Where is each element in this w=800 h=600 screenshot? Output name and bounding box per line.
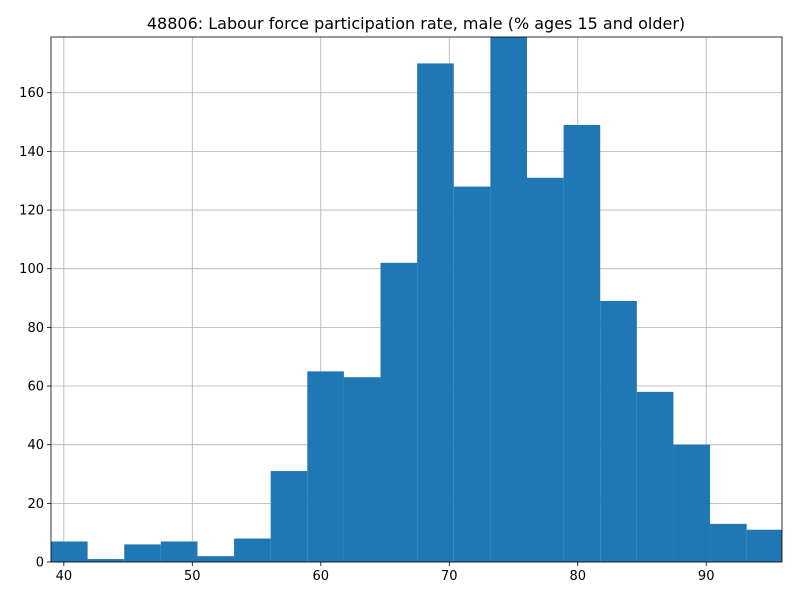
histogram-bar: [453, 186, 491, 563]
histogram-bar: [746, 529, 782, 562]
histogram-bar: [490, 37, 527, 562]
axes: [50, 36, 783, 563]
histogram-bar: [234, 538, 271, 562]
histogram-bar: [417, 63, 454, 563]
y-tick-label: 80: [27, 321, 44, 336]
y-tick-label: 60: [27, 380, 44, 395]
y-tick-label: 120: [19, 204, 44, 219]
histogram-bar: [124, 544, 161, 562]
y-tick-label: 0: [36, 556, 44, 571]
histogram-bar: [526, 177, 564, 563]
histogram-bar: [380, 262, 418, 562]
y-axis-ticks: 0 20 40 60 80 100 120 140 160: [19, 86, 51, 571]
y-tick-label: 160: [19, 86, 44, 101]
y-tick-label: 40: [27, 438, 44, 453]
histogram-bar: [160, 541, 198, 562]
plot-frame: [50, 36, 783, 563]
x-tick-label: 60: [313, 569, 330, 584]
chart-title: 48806: Labour force participation rate, …: [147, 14, 685, 33]
x-tick-label: 50: [184, 569, 201, 584]
histogram-bar: [673, 444, 711, 562]
x-tick-label: 80: [569, 569, 586, 584]
histogram-bar: [197, 556, 235, 562]
x-axis-ticks: 40 50 60 70 80 90: [56, 562, 715, 584]
histogram-bar: [307, 371, 344, 562]
x-tick-label: 70: [441, 569, 458, 584]
histogram-bar: [51, 541, 88, 562]
y-tick-label: 20: [27, 497, 44, 512]
histogram-bars: [51, 37, 782, 563]
histogram-bar: [270, 471, 308, 562]
histogram-bar: [600, 300, 637, 562]
x-tick-label: 40: [56, 569, 73, 584]
histogram-bar: [710, 523, 747, 562]
histogram-bar: [343, 377, 381, 562]
histogram-bar: [87, 559, 125, 562]
y-tick-label: 100: [19, 262, 44, 277]
x-tick-label: 90: [698, 569, 715, 584]
y-tick-label: 140: [19, 145, 44, 160]
histogram-bar: [636, 391, 674, 562]
histogram-bar: [563, 124, 601, 562]
